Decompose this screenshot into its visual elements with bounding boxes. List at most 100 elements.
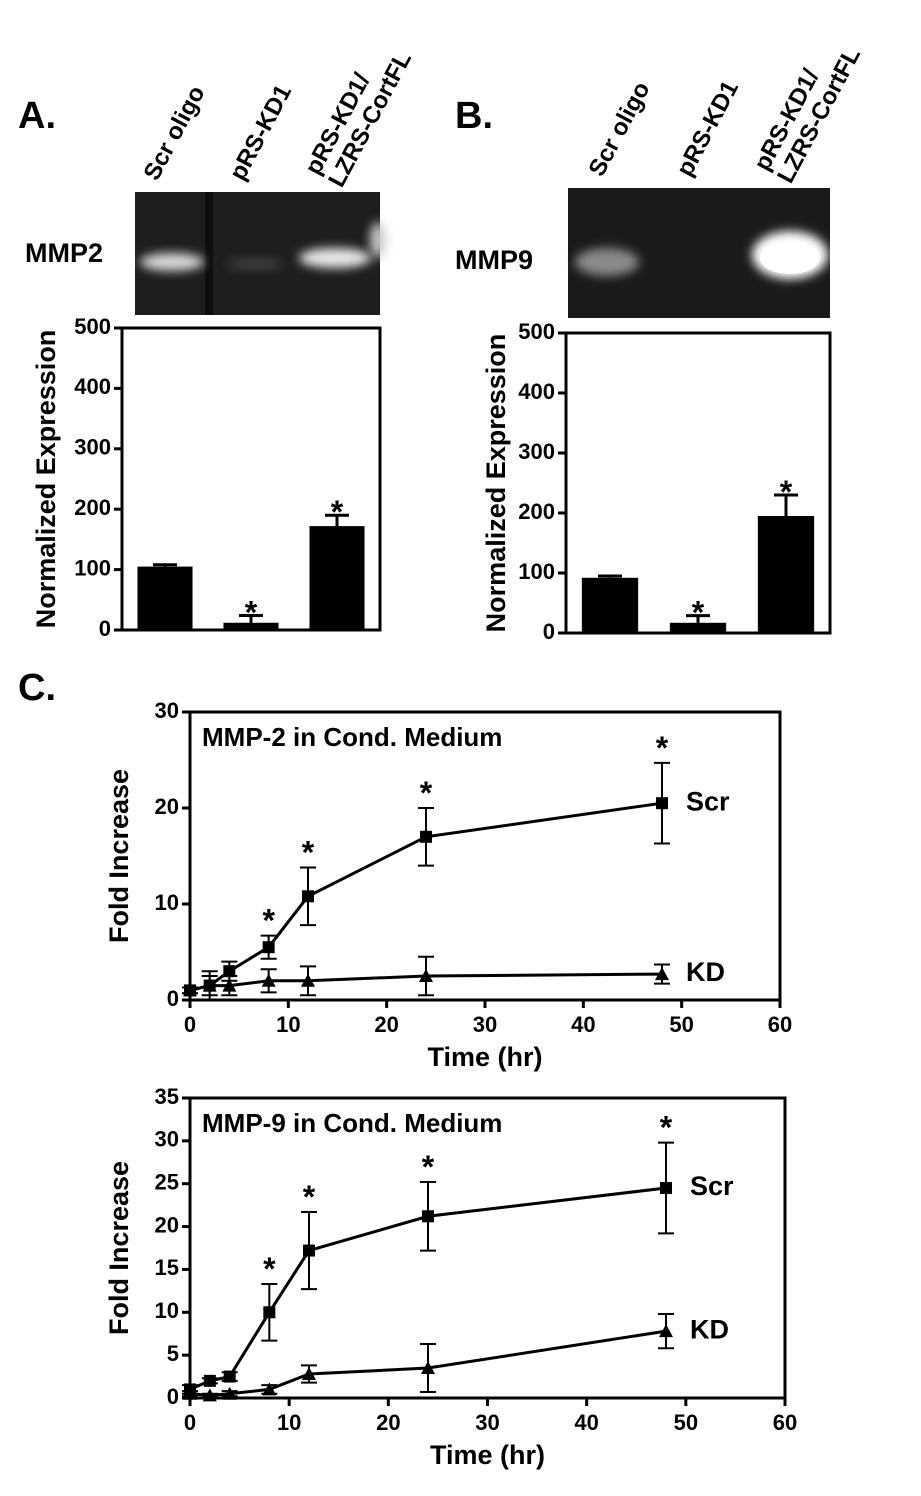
x-tick-label: 20 (374, 1012, 398, 1037)
x-tick-label: 40 (571, 1012, 595, 1037)
series-label: KD (690, 1314, 729, 1344)
category-label: Scr oligo (138, 81, 210, 184)
x-tick-label: 30 (475, 1410, 499, 1435)
category-label: pRS-KD1 (224, 80, 297, 185)
error-bar (153, 563, 177, 567)
plot-frame (120, 326, 382, 632)
x-tick-label: 40 (574, 1410, 598, 1435)
y-tick-label: 30 (155, 1127, 179, 1152)
panel-label: C. (18, 667, 56, 709)
y-tick-label: 5 (167, 1341, 179, 1366)
category-label: pRS-KD1/LZRS-CortFL (300, 35, 417, 192)
x-axis-label: Time (hr) (430, 1440, 545, 1470)
significance-marker: * (263, 1251, 276, 1287)
x-tick-label: 30 (473, 1012, 497, 1037)
point (302, 1367, 316, 1380)
point (659, 1324, 673, 1338)
point (262, 941, 275, 954)
y-tick-label: 20 (155, 1212, 179, 1237)
y-tick-label: 15 (155, 1255, 179, 1280)
chart-title: MMP-9 in Cond. Medium (202, 1108, 502, 1138)
point (263, 1306, 276, 1319)
y-tick-label: 30 (155, 698, 179, 723)
x-tick-label: 0 (184, 1410, 196, 1435)
y-tick-label: 10 (155, 1298, 179, 1323)
error-bar (239, 614, 263, 623)
series-label: Scr (686, 786, 730, 816)
y-tick-label: 35 (155, 1084, 179, 1109)
significance-marker: * (780, 474, 793, 510)
point (301, 973, 315, 987)
panel-label: A. (18, 95, 56, 137)
panel-label: B. (455, 95, 493, 137)
y-tick-label: 0 (167, 986, 179, 1011)
point (420, 830, 432, 843)
bar (223, 622, 279, 630)
plot-frame (188, 710, 782, 1002)
x-tick-label: 60 (773, 1410, 797, 1435)
error-bar (598, 574, 622, 578)
point (421, 1361, 435, 1374)
error-bar (325, 513, 349, 527)
point (660, 1182, 672, 1194)
y-tick-label: 500 (518, 319, 555, 344)
significance-marker: * (245, 595, 258, 631)
y-tick-label: 20 (155, 794, 179, 819)
chart-title: MMP-2 in Cond. Medium (202, 722, 502, 752)
point (262, 1382, 277, 1396)
significance-marker: * (660, 1110, 673, 1146)
category-label: pRS-KD1 (671, 76, 744, 181)
gel-label: MMP9 (455, 245, 533, 275)
category-label: pRS-KD1/LZRS-CortFL (749, 31, 866, 188)
significance-marker: * (656, 730, 669, 766)
point (261, 973, 276, 987)
y-tick-label: 0 (543, 619, 555, 644)
point (422, 1210, 434, 1223)
plot-frame (564, 331, 832, 635)
y-tick-label: 400 (74, 374, 111, 399)
point (656, 797, 668, 810)
y-tick-label: 500 (74, 314, 111, 339)
y-tick-label: 0 (99, 616, 111, 641)
x-tick-label: 10 (277, 1410, 301, 1435)
point (419, 969, 433, 982)
x-tick-label: 0 (184, 1012, 196, 1037)
gel-label: MMP2 (25, 238, 103, 268)
significance-marker: * (331, 494, 344, 530)
point (302, 890, 314, 903)
significance-marker: * (420, 775, 433, 811)
y-axis-label: Fold Increase (104, 769, 134, 943)
error-bar (774, 493, 798, 516)
bar (669, 622, 727, 633)
point (203, 1374, 216, 1387)
significance-marker: * (692, 595, 705, 631)
plot-frame (188, 1096, 787, 1400)
point (202, 978, 217, 992)
significance-marker: * (262, 903, 275, 939)
x-tick-label: 50 (674, 1410, 698, 1435)
point (223, 1370, 236, 1383)
y-tick-label: 200 (74, 495, 111, 520)
point (222, 978, 237, 992)
significance-marker: * (422, 1149, 435, 1185)
y-tick-label: 25 (155, 1170, 179, 1195)
y-tick-label: 400 (518, 379, 555, 404)
x-tick-label: 10 (276, 1012, 300, 1037)
significance-marker: * (303, 1179, 316, 1215)
y-tick-label: 300 (518, 439, 555, 464)
y-tick-label: 0 (167, 1384, 179, 1409)
x-tick-label: 50 (669, 1012, 693, 1037)
bar (309, 526, 365, 630)
point (222, 1386, 237, 1400)
bar (137, 566, 193, 630)
significance-marker: * (302, 835, 315, 871)
x-tick-label: 60 (768, 1012, 792, 1037)
x-tick-label: 20 (376, 1410, 400, 1435)
gel-image (135, 192, 386, 315)
x-axis-label: Time (hr) (427, 1042, 542, 1072)
series-label: KD (686, 957, 725, 987)
bar (581, 577, 639, 633)
y-tick-label: 100 (74, 555, 111, 580)
point (655, 967, 669, 981)
